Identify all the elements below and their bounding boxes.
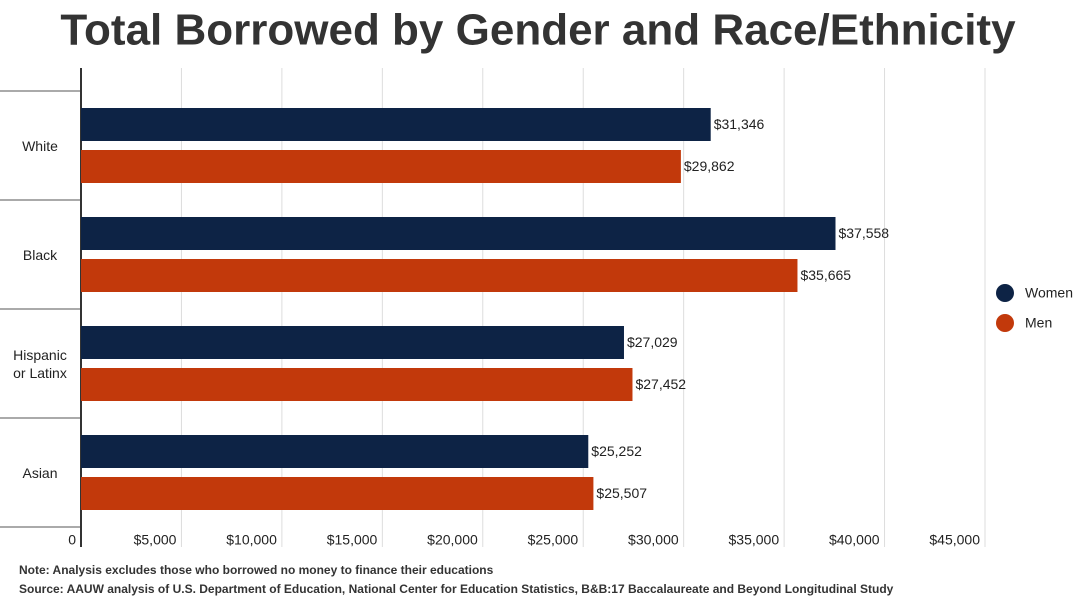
y-tick-label: Asian (22, 464, 58, 481)
legend-marker (996, 314, 1014, 332)
value-label: $37,558 (838, 225, 889, 241)
bar (81, 477, 594, 510)
y-tick-label: White (22, 137, 58, 154)
bar (81, 259, 798, 292)
bar (81, 217, 836, 250)
x-tick-label: $5,000 (134, 532, 177, 548)
value-label: $27,452 (635, 376, 686, 392)
value-label: $31,346 (714, 116, 765, 132)
x-tick-label: $25,000 (528, 532, 579, 548)
x-tick-label: $40,000 (829, 532, 880, 548)
bar (81, 435, 589, 468)
legend-marker (996, 284, 1014, 302)
y-tick-label-box: Hispanic or Latinx (13, 346, 67, 381)
x-tick-label: $15,000 (327, 532, 378, 548)
y-tick-label-box: Black (22, 246, 58, 263)
legend-label: Men (1025, 315, 1052, 331)
x-tick-label: $20,000 (427, 532, 478, 548)
bar (81, 150, 681, 183)
y-tick-label-box: White (22, 137, 58, 154)
x-tick-label: 0 (68, 532, 76, 548)
note: Note: Analysis excludes those who borrow… (19, 563, 494, 577)
y-tick-label: Black (22, 246, 58, 263)
value-label: $27,029 (627, 334, 678, 350)
value-label: $25,252 (591, 443, 642, 459)
source: Source: AAUW analysis of U.S. Department… (19, 582, 894, 596)
bar (81, 326, 624, 359)
y-tick-label: Hispanic or Latinx (13, 346, 67, 381)
bar (81, 368, 633, 401)
value-label: $25,507 (596, 485, 647, 501)
x-tick-label: $10,000 (226, 532, 277, 548)
legend-label: Women (1025, 285, 1073, 301)
value-label: $29,862 (684, 158, 735, 174)
bar (81, 108, 711, 141)
x-tick-label: $45,000 (929, 532, 980, 548)
chart-title: Total Borrowed by Gender and Race/Ethnic… (60, 6, 1016, 55)
x-tick-label: $35,000 (729, 532, 780, 548)
x-tick-label: $30,000 (628, 532, 679, 548)
y-tick-label-box: Asian (22, 464, 58, 481)
value-label: $35,665 (800, 267, 851, 283)
